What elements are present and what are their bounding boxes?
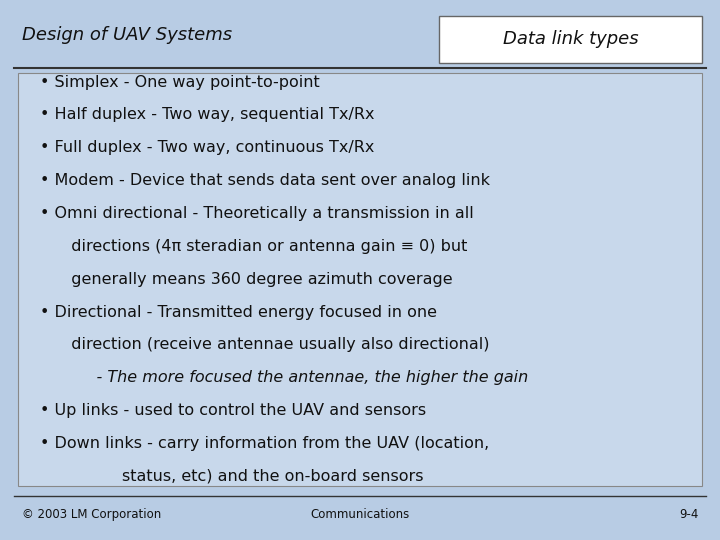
Text: direction (receive antennae usually also directional): direction (receive antennae usually also… bbox=[61, 338, 490, 353]
Text: - The more focused the antennae, the higher the gain: - The more focused the antennae, the hig… bbox=[76, 370, 528, 385]
Text: status, etc) and the on-board sensors: status, etc) and the on-board sensors bbox=[40, 469, 423, 484]
Text: • Omni directional - Theoretically a transmission in all: • Omni directional - Theoretically a tra… bbox=[40, 206, 473, 221]
Text: • Simplex - One way point-to-point: • Simplex - One way point-to-point bbox=[40, 75, 320, 90]
Text: Design of UAV Systems: Design of UAV Systems bbox=[22, 26, 232, 44]
FancyBboxPatch shape bbox=[18, 73, 702, 486]
Text: Communications: Communications bbox=[310, 508, 410, 521]
Text: 9-4: 9-4 bbox=[679, 508, 698, 521]
Text: • Half duplex - Two way, sequential Tx/Rx: • Half duplex - Two way, sequential Tx/R… bbox=[40, 107, 374, 123]
Text: directions (4π steradian or antenna gain ≡ 0) but: directions (4π steradian or antenna gain… bbox=[61, 239, 467, 254]
Text: • Directional - Transmitted energy focused in one: • Directional - Transmitted energy focus… bbox=[40, 305, 436, 320]
Text: Data link types: Data link types bbox=[503, 30, 639, 49]
Text: • Full duplex - Two way, continuous Tx/Rx: • Full duplex - Two way, continuous Tx/R… bbox=[40, 140, 374, 156]
Text: generally means 360 degree azimuth coverage: generally means 360 degree azimuth cover… bbox=[61, 272, 453, 287]
FancyBboxPatch shape bbox=[439, 16, 702, 63]
Text: • Down links - carry information from the UAV (location,: • Down links - carry information from th… bbox=[40, 436, 489, 451]
Text: © 2003 LM Corporation: © 2003 LM Corporation bbox=[22, 508, 161, 521]
Text: • Up links - used to control the UAV and sensors: • Up links - used to control the UAV and… bbox=[40, 403, 426, 418]
Text: • Modem - Device that sends data sent over analog link: • Modem - Device that sends data sent ov… bbox=[40, 173, 490, 188]
